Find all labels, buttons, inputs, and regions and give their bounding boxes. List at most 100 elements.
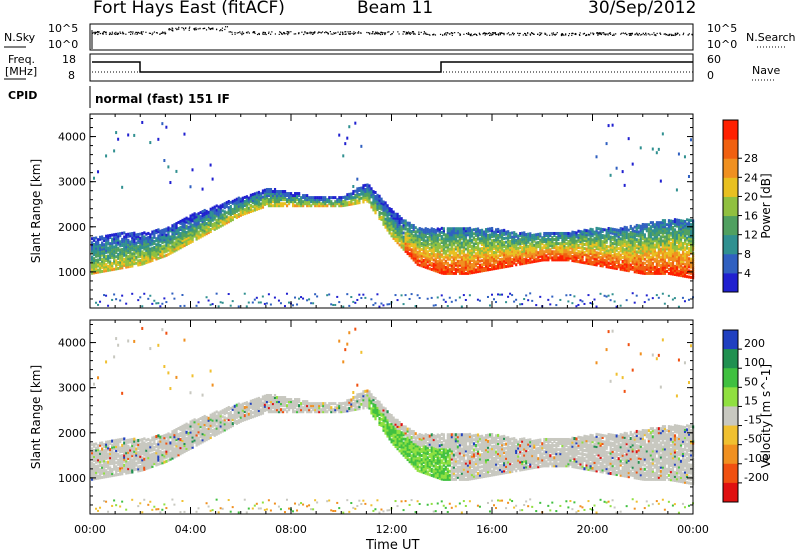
power-cell [380,215,383,219]
noise-sample [239,31,241,33]
power-cell [434,234,437,238]
power-cell [287,196,291,200]
power-cell [547,246,550,250]
power-cell [269,204,273,208]
power-cell [91,237,94,241]
power-cell [581,230,584,234]
power-cell [338,202,341,206]
power-cell [458,259,462,263]
power-cell [408,233,411,237]
noise-sample [418,33,420,35]
power-cell [497,264,500,268]
power-cell [269,190,273,194]
power-cell [482,244,486,248]
power-cell [472,242,476,246]
power-cell [141,238,144,242]
power-cell [601,227,604,231]
power-cell [135,235,138,239]
power-cell [119,299,122,302]
power-cell [635,223,638,227]
power-cell [360,196,363,200]
power-cell [681,266,685,270]
noise-sample [474,33,476,35]
power-cell [346,293,349,296]
power-cell [378,194,381,198]
power-cell [390,220,393,224]
power-cell [436,241,439,245]
power-cell [408,297,411,300]
power-cell [603,260,606,264]
power-cell [217,207,220,211]
power-cell [356,298,359,301]
power-cell [643,233,646,237]
power-cell [344,142,347,146]
noise-sample [609,32,611,34]
power-cell [207,225,210,229]
power-cell [95,246,98,250]
power-cell [438,258,441,262]
power-cell [547,250,550,254]
power-cell [464,233,468,237]
power-cell [563,240,566,244]
power-cell [422,232,425,236]
power-cell [609,173,612,177]
power-cell [217,215,220,219]
power-cell [585,229,588,233]
power-cell [388,207,391,211]
power-cell [649,221,652,225]
power-cell [406,221,409,225]
noise-sample [288,31,290,33]
power-cell [195,219,198,223]
power-cell [205,226,208,230]
power-cell [611,254,614,258]
power-cell [336,198,339,202]
power-cell [153,248,156,252]
noise-trace [92,26,693,37]
power-cell [221,221,224,225]
power-cell [294,196,297,200]
power-cell [501,261,504,265]
power-cell [225,221,228,225]
noise-sample [194,27,196,30]
power-cell [559,234,562,238]
power-cell [452,265,456,269]
noise-sample [231,33,233,35]
power-cell [356,201,359,205]
power-cell [101,265,104,269]
power-cell [253,204,257,208]
noise-sample [280,31,282,34]
power-cell [109,262,112,266]
power-cell [221,213,224,217]
noise-sample [229,31,232,33]
power-cell [95,244,98,248]
power-cell [111,264,114,268]
power-cell [418,247,421,251]
power-cell [430,296,433,299]
noise-sample [469,34,471,37]
power-cell [633,301,636,304]
power-cell [181,218,184,222]
power-cell [476,247,480,251]
power-cell [95,262,98,266]
power-cell [509,244,512,248]
power-cell [179,225,182,229]
power-cell [372,206,375,210]
power-cell [527,299,530,302]
noise-sample [332,33,334,35]
power-cell [143,245,146,249]
noise-sample [677,32,679,34]
power-cell [296,196,299,200]
noise-sample [283,33,285,35]
power-cell [388,211,391,215]
power-cell [103,255,106,259]
power-cell [470,248,474,252]
power-cell [203,210,206,214]
power-cell [486,237,490,241]
power-cell [358,199,361,203]
power-cell [619,237,622,241]
power-cell [316,295,319,298]
power-cell [460,269,464,273]
power-cell [213,205,216,209]
noise-sample [601,32,603,34]
power-cell [543,258,546,262]
